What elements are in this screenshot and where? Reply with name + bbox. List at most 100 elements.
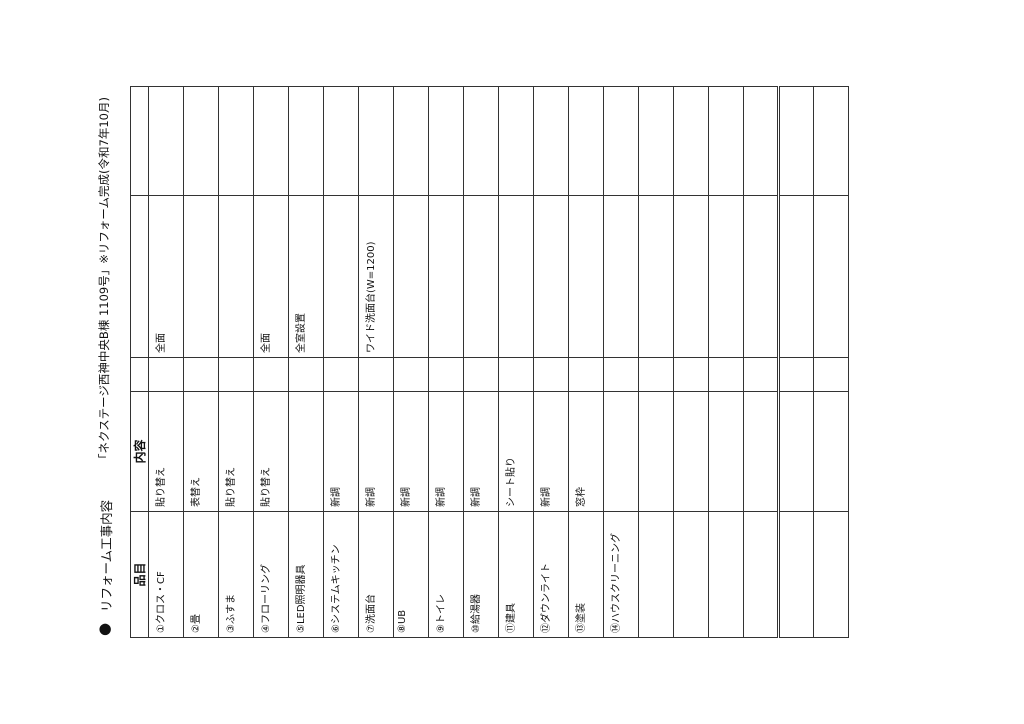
row-note — [463, 86, 499, 196]
row-content: 新調 — [323, 391, 359, 512]
row-detail — [603, 195, 639, 358]
row-note — [288, 86, 324, 196]
table-row: ⑫ダウンライト 新調 — [533, 86, 569, 638]
row-content: 貼り替え — [218, 391, 254, 512]
row-detail: 全面 — [148, 195, 184, 358]
table-row: ⑥システムキッチン 新調 — [323, 86, 359, 638]
row-item — [673, 511, 709, 638]
table-row: ⑧UB 新調 — [393, 86, 429, 638]
row-content — [638, 391, 674, 512]
row-item: ⑥システムキッチン — [323, 511, 359, 638]
table-header-row: 品目 内容 — [130, 86, 149, 638]
row-item: ②畳 — [183, 511, 219, 638]
row-item: ⑭ハウスクリーニング — [603, 511, 639, 638]
row-blank — [323, 357, 359, 392]
row-blank — [218, 357, 254, 392]
row-blank — [568, 357, 604, 392]
row-detail — [568, 195, 604, 358]
row-blank — [743, 357, 779, 392]
row-note — [568, 86, 604, 196]
row-detail — [743, 195, 779, 358]
row-note — [393, 86, 429, 196]
row-item: ⑫ダウンライト — [533, 511, 569, 638]
row-detail: ワイド洗面台(W=1200) — [358, 195, 394, 358]
row-item: ④フローリング — [253, 511, 289, 638]
row-note — [183, 86, 219, 196]
table-row: ③ふすま 貼り替え — [218, 86, 254, 638]
header-detail — [130, 195, 149, 358]
rotated-document-page: ● リフォーム工事内容 「ネクステージ西神中央B棟 1109号」※リフォーム完成… — [90, 86, 912, 638]
row-content: 貼り替え — [148, 391, 184, 512]
table-row: ②畳 表替え — [183, 86, 219, 638]
row-content: 新調 — [393, 391, 429, 512]
table-row: ⑭ハウスクリーニング — [603, 86, 639, 638]
row-blank — [253, 357, 289, 392]
row-note — [148, 86, 184, 196]
row-item — [743, 511, 779, 638]
row-blank — [498, 357, 534, 392]
row-detail — [673, 195, 709, 358]
table-row: ⑪建具 シート貼り — [498, 86, 534, 638]
row-blank — [358, 357, 394, 392]
table-row: ⑤LED照明器具 全室設置 — [288, 86, 324, 638]
row-blank — [673, 357, 709, 392]
row-item: ⑬塗装 — [568, 511, 604, 638]
row-note — [638, 86, 674, 196]
row-blank — [778, 357, 814, 392]
row-content — [288, 391, 324, 512]
row-detail — [393, 195, 429, 358]
row-note — [673, 86, 709, 196]
header-content: 内容 — [130, 391, 149, 512]
row-detail: 全面 — [253, 195, 289, 358]
row-item — [708, 511, 744, 638]
row-content — [743, 391, 779, 512]
row-detail — [498, 195, 534, 358]
table-row: ⑦洗面台 新調 ワイド洗面台(W=1200) — [358, 86, 394, 638]
table-row — [743, 86, 779, 638]
row-blank — [533, 357, 569, 392]
row-note — [428, 86, 464, 196]
table-row: ④フローリング 貼り替え 全面 — [253, 86, 289, 638]
row-note — [603, 86, 639, 196]
row-note — [498, 86, 534, 196]
bullet-icon: ● — [95, 622, 113, 636]
row-note — [743, 86, 779, 196]
title-main: リフォーム工事内容 — [99, 499, 114, 612]
row-item — [778, 511, 814, 638]
header-note — [130, 86, 149, 196]
row-detail — [638, 195, 674, 358]
row-item: ①クロス・CF — [148, 511, 184, 638]
row-item: ⑦洗面台 — [358, 511, 394, 638]
row-note — [253, 86, 289, 196]
row-item — [638, 511, 674, 638]
row-blank — [393, 357, 429, 392]
row-detail — [218, 195, 254, 358]
row-detail — [533, 195, 569, 358]
row-blank — [708, 357, 744, 392]
row-content: 貼り替え — [253, 391, 289, 512]
table-row — [673, 86, 709, 638]
row-blank — [183, 357, 219, 392]
row-content — [778, 391, 814, 512]
row-detail — [778, 195, 814, 358]
row-content — [708, 391, 744, 512]
row-note — [533, 86, 569, 196]
row-blank — [463, 357, 499, 392]
row-note — [708, 86, 744, 196]
title-property: 「ネクステージ西神中央B棟 1109号」※リフォーム完成(令和7年10月) — [97, 97, 111, 465]
row-detail — [463, 195, 499, 358]
row-note — [778, 86, 814, 196]
row-content: シート貼り — [498, 391, 534, 512]
row-blank — [638, 357, 674, 392]
row-note — [323, 86, 359, 196]
row-item: ⑩給湯器 — [463, 511, 499, 638]
table-row: ⑨トイレ 新調 — [428, 86, 464, 638]
row-content: 表替え — [183, 391, 219, 512]
table-row — [813, 86, 849, 638]
row-content: 新調 — [358, 391, 394, 512]
row-detail — [323, 195, 359, 358]
row-blank — [288, 357, 324, 392]
row-item: ⑧UB — [393, 511, 429, 638]
row-detail: 全室設置 — [288, 195, 324, 358]
row-note — [218, 86, 254, 196]
